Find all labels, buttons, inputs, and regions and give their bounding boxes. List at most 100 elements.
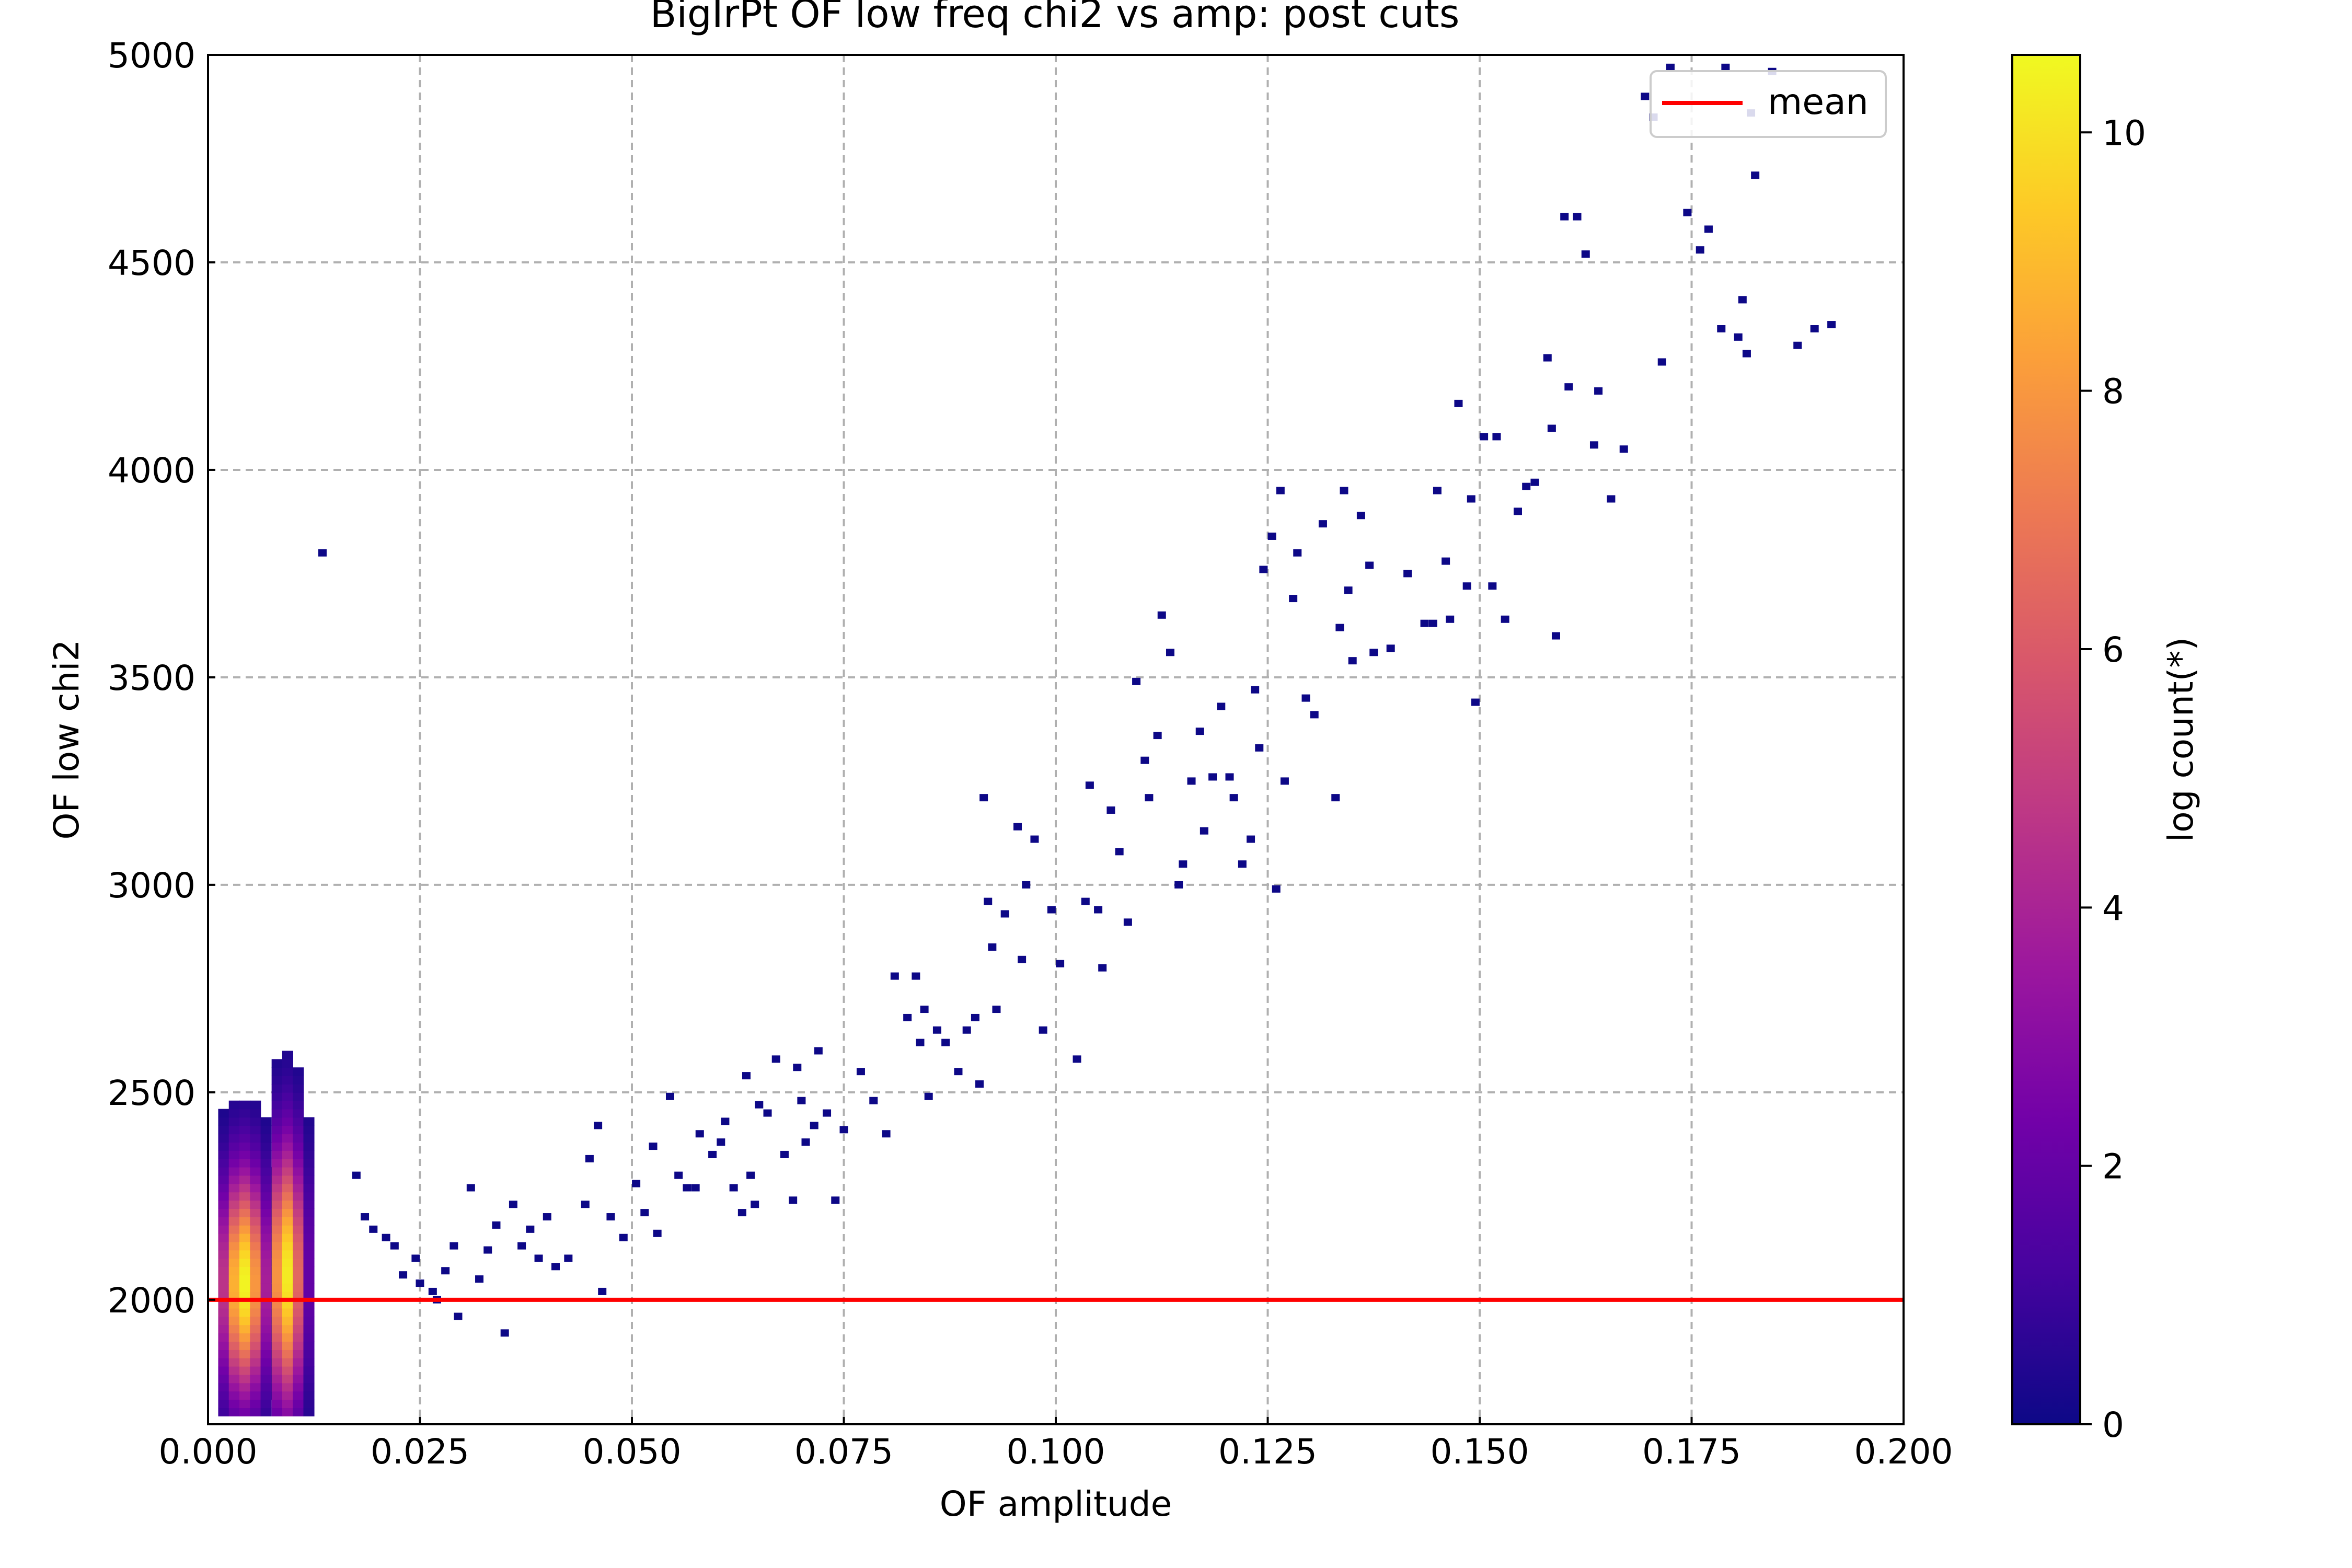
heatmap-cell (293, 1275, 304, 1284)
heatmap-cell (250, 1250, 261, 1259)
heatmap-cell (729, 1184, 738, 1192)
heatmap-cell (912, 972, 920, 980)
heatmap-cell (218, 1308, 229, 1317)
heatmap-cell (271, 1283, 283, 1292)
heatmap-cell (1369, 649, 1378, 656)
heatmap-cell (581, 1201, 590, 1208)
heatmap-cell (293, 1283, 304, 1292)
heatmap-cell (239, 1117, 251, 1126)
heatmap-cell (282, 1192, 293, 1201)
heatmap-cell (239, 1175, 251, 1184)
heatmap-cell (303, 1158, 315, 1168)
heatmap-cell (303, 1250, 315, 1259)
heatmap-cell (303, 1316, 315, 1325)
heatmap-cell (1013, 823, 1022, 831)
heatmap-cell (303, 1175, 315, 1184)
heatmap-cell (890, 972, 899, 980)
heatmap-cell (250, 1175, 261, 1184)
heatmap-cell (801, 1138, 810, 1146)
heatmap-cell (271, 1350, 283, 1358)
heatmap-cell (282, 1391, 293, 1400)
heatmap-cell (282, 1299, 293, 1309)
heatmap-cell (903, 1013, 912, 1021)
heatmap-cell (303, 1192, 315, 1201)
heatmap-cell (1386, 644, 1395, 652)
heatmap-cell (239, 1341, 251, 1350)
heatmap-cell (260, 1217, 272, 1226)
heatmap-cell (218, 1117, 229, 1126)
heatmap-cell (293, 1333, 304, 1342)
heatmap-cell (260, 1266, 272, 1275)
heatmap-cell (382, 1233, 390, 1241)
heatmap-cell (1501, 615, 1509, 623)
heatmap-cell (228, 1283, 240, 1292)
heatmap-cell (260, 1134, 272, 1143)
heatmap-cell (1157, 611, 1166, 619)
heatmap-cell (649, 1143, 658, 1150)
heatmap-cell (250, 1374, 261, 1383)
heatmap-cell (218, 1134, 229, 1143)
heatmap-cell (1318, 520, 1327, 528)
heatmap-cell (303, 1266, 315, 1275)
y-tick-label: 3500 (108, 658, 195, 698)
heatmap-cell (250, 1125, 261, 1135)
heatmap-cell (1454, 399, 1463, 407)
heatmap-cell (218, 1283, 229, 1292)
y-tick-label: 3000 (108, 866, 195, 906)
heatmap-cell (239, 1408, 251, 1416)
heatmap-cell (1259, 566, 1268, 573)
heatmap-cell (282, 1241, 293, 1251)
heatmap-cell (293, 1067, 304, 1076)
y-tick-label: 5000 (108, 36, 195, 76)
heatmap-cell (303, 1241, 315, 1251)
heatmap-cell (271, 1150, 283, 1159)
heatmap-cell (428, 1287, 437, 1295)
heatmap-cell (797, 1097, 806, 1104)
heatmap-cell (293, 1250, 304, 1259)
heatmap-cell (282, 1208, 293, 1217)
heatmap-cell (1140, 756, 1149, 764)
heatmap-cell (228, 1333, 240, 1342)
heatmap-cell (1356, 512, 1365, 520)
colorbar-tick-label: 4 (2102, 888, 2124, 928)
heatmap-cell (218, 1316, 229, 1325)
heatmap-cell (250, 1266, 261, 1275)
heatmap-cell (239, 1167, 251, 1176)
heatmap-cell (260, 1275, 272, 1284)
heatmap-cell (1132, 677, 1141, 685)
heatmap-cell (218, 1217, 229, 1226)
heatmap-cell (239, 1200, 251, 1209)
heatmap-cell (271, 1241, 283, 1251)
heatmap-cell (303, 1350, 315, 1358)
heatmap-cell (260, 1117, 272, 1126)
heatmap-cell (1039, 1026, 1047, 1034)
heatmap-cell (218, 1391, 229, 1400)
heatmap-cell (293, 1399, 304, 1409)
heatmap-cell (282, 1200, 293, 1209)
heatmap-cell (239, 1299, 251, 1309)
heatmap-cell (1267, 532, 1276, 540)
heatmap-cell (293, 1125, 304, 1135)
heatmap-cell (293, 1308, 304, 1317)
heatmap-cell (598, 1287, 607, 1295)
heatmap-cell (1793, 341, 1802, 349)
heatmap-cell (218, 1158, 229, 1168)
heatmap-cell (746, 1171, 755, 1179)
heatmap-cell (318, 549, 327, 557)
heatmap-cell (962, 1026, 971, 1034)
heatmap-cell (218, 1175, 229, 1184)
heatmap-cell (1742, 350, 1751, 358)
heatmap-cell (1166, 649, 1174, 656)
heatmap-cell (293, 1374, 304, 1383)
heatmap-cell (250, 1258, 261, 1267)
heatmap-cell (534, 1254, 543, 1262)
heatmap-cell (271, 1083, 283, 1093)
heatmap-cell (984, 897, 993, 905)
heatmap-cell (260, 1200, 272, 1209)
heatmap-cell (228, 1275, 240, 1284)
heatmap-cell (282, 1059, 293, 1068)
heatmap-cell (282, 1158, 293, 1168)
heatmap-cell (1293, 549, 1302, 557)
heatmap-cell (293, 1183, 304, 1193)
